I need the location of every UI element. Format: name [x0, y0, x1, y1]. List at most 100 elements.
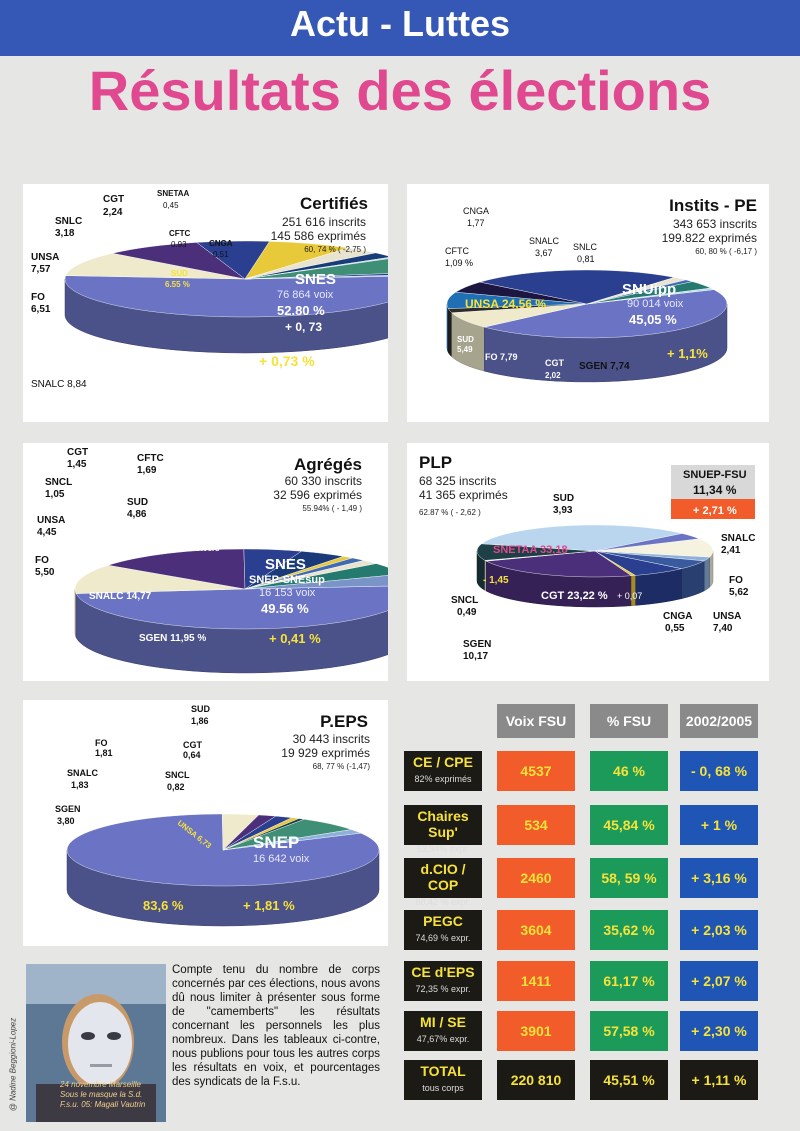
label-cgt: CGT [545, 358, 565, 368]
pie-slice-snetaa [244, 257, 388, 280]
label-sncl-v: 0,49 [457, 607, 477, 618]
cell-var: + 2,03 % [680, 910, 758, 950]
label-sud-v: 3,93 [553, 505, 573, 516]
label-sud-v: 1,86 [191, 716, 209, 726]
label-sud-v: 6.55 % [165, 280, 190, 289]
panel-title: P.EPS [320, 712, 368, 731]
label-cftc-v: 0.93 [171, 240, 187, 249]
label-voix: 16 642 voix [253, 853, 310, 865]
panel-agreges: SNES SNEP-SNEsup 16 153 voix 49.56 % + 0… [23, 443, 388, 681]
label-snetaa: SNETAA 33,18 [493, 544, 568, 556]
taux: 62.87 % ( - 2,62 ) [419, 508, 481, 517]
label-sncl-v: 0,82 [167, 782, 185, 792]
pie-slice-sud [244, 563, 388, 590]
cell-voix: 220 810 [497, 1060, 575, 1100]
photo-caption: 24 novembre Marseille Sous le masque la … [60, 1080, 146, 1109]
label-fo: FO [729, 575, 743, 586]
cell-pct: 61,17 % [590, 961, 668, 1001]
label-divers: Divers [195, 544, 220, 553]
label-snalc-v: 3,67 [535, 248, 553, 258]
inscrits: 30 443 inscrits [292, 732, 370, 746]
pie-slice-cgt [244, 252, 388, 280]
row-subtitle: 88,42 % expr. [415, 897, 471, 907]
label-sncl-v: 1,05 [45, 489, 65, 500]
panel-info: 343 653 inscrits 199.822 exprimés 60, 80… [662, 217, 757, 259]
label-snalc: SNALC 8,84 [31, 379, 87, 390]
label-cftc: CFTC [445, 246, 469, 256]
label-sud: SUD [553, 493, 574, 504]
row-title: MI / SE [420, 1014, 466, 1030]
label-cftc-v: 1,69 [137, 465, 157, 476]
row-title: PEGC [423, 913, 463, 929]
label-cgt: CGT [67, 447, 88, 458]
label-snes-voix: 76 864 voix [277, 289, 334, 301]
row-label: d.CIO / COP 88,42 % expr. [404, 858, 482, 907]
label-sgen: SGEN 7,74 [579, 361, 630, 372]
label-snalc-v: 2,41 [721, 545, 741, 556]
label-var: + 1,81 % [243, 898, 295, 913]
label-fo-v: 6,51 [31, 304, 51, 315]
label-sgen: SGEN [55, 804, 81, 814]
pie-slice-unsa [479, 269, 675, 305]
label-snalc: SNALC [67, 768, 98, 778]
pie-slice-snalc [112, 242, 246, 280]
row-subtitle: 47,67% expr. [416, 1034, 470, 1044]
pie-plp: SNUEP-FSU 11,34 % + 2,71 % SNETAA 33,18 … [451, 465, 755, 662]
label-fo-v: 5,50 [35, 567, 55, 578]
label-fo: FO [31, 292, 45, 303]
label-snes: SNES [265, 556, 306, 573]
row-subtitle: 82% exprimés [414, 774, 472, 784]
panel-plp: SNUEP-FSU 11,34 % + 2,71 % SNETAA 33,18 … [407, 443, 769, 681]
label-var: + 0,41 % [269, 631, 321, 646]
row-title: d.CIO / COP [420, 861, 466, 893]
label-sud: SUD [191, 704, 211, 714]
cell-var: + 1 % [680, 805, 758, 845]
label-sgen: SGEN 11,95 % [139, 633, 206, 644]
label-snuep-var: + 2,71 % [693, 505, 737, 517]
label-cgt: CGT [183, 740, 203, 750]
label-cgt-var: + 0,07 [617, 591, 642, 601]
inscrits: 251 616 inscrits [281, 215, 366, 229]
row-label: Chaires Sup' 53,94% expr. [404, 805, 482, 854]
pie-slice-snuipp [484, 289, 728, 339]
label-snuipp: SNUipp [622, 281, 676, 298]
label-sgen-v: 3,80 [57, 816, 75, 826]
row-label: CE d'EPS 72,35 % expr. [404, 961, 482, 1001]
label-sncl: SNCL [165, 770, 190, 780]
label-cgt-v: 1,45 [67, 459, 87, 470]
panel-title: Certifiés [299, 194, 368, 213]
label-unsa-v: 7,57 [31, 264, 51, 275]
label-snuep-pct: 11,34 % [693, 483, 737, 497]
taux: 55.94% ( - 1,49 ) [302, 504, 362, 513]
section-title: Actu - Luttes [290, 3, 510, 44]
label-sud: SUD [127, 497, 148, 508]
row-subtitle: 74,69 % expr. [415, 933, 471, 943]
panel-instits: SNUipp 90 014 voix 45,05 % + 1,1% UNSA 2… [407, 184, 769, 422]
label-cftc-v: 1,09 % [445, 258, 473, 268]
row-title: CE / CPE [413, 754, 473, 770]
cell-pct: 58, 59 % [590, 858, 668, 898]
cell-var: - 0, 68 % [680, 751, 758, 791]
taux: 60, 74 % ( -2,75 ) [304, 245, 366, 254]
cell-var: + 2,30 % [680, 1011, 758, 1051]
label-sud-v: 4,86 [127, 509, 147, 520]
cell-pct: 57,58 % [590, 1011, 668, 1051]
pie-slice-snlc [586, 287, 715, 305]
label-snes-var: + 0, 73 [285, 320, 322, 334]
label-voix: 90 014 voix [627, 298, 684, 310]
page-title: Résultats des élections [88, 59, 712, 122]
col-header-var: 2002/2005 [680, 704, 758, 738]
row-subtitle: 53,94% expr. [416, 844, 470, 854]
label-cnga-v: 1,77 [467, 218, 485, 228]
pie-slice-cgt [485, 550, 632, 578]
label-fo-v: 5,62 [729, 587, 749, 598]
label-snes: SNES [295, 271, 336, 288]
label-sgen-v: 10,17 [463, 651, 488, 662]
label-cnga: CNGA [663, 611, 692, 622]
pie-slice-snalc [108, 548, 246, 590]
cell-pct: 35,62 % [590, 910, 668, 950]
col-header-pct: % FSU [590, 704, 668, 738]
label-cftc: CFTC [137, 453, 164, 464]
explanation-text: Compte tenu du nombre de corps concernés… [172, 964, 380, 1088]
label-cgt-v: 2,02 [545, 371, 561, 380]
